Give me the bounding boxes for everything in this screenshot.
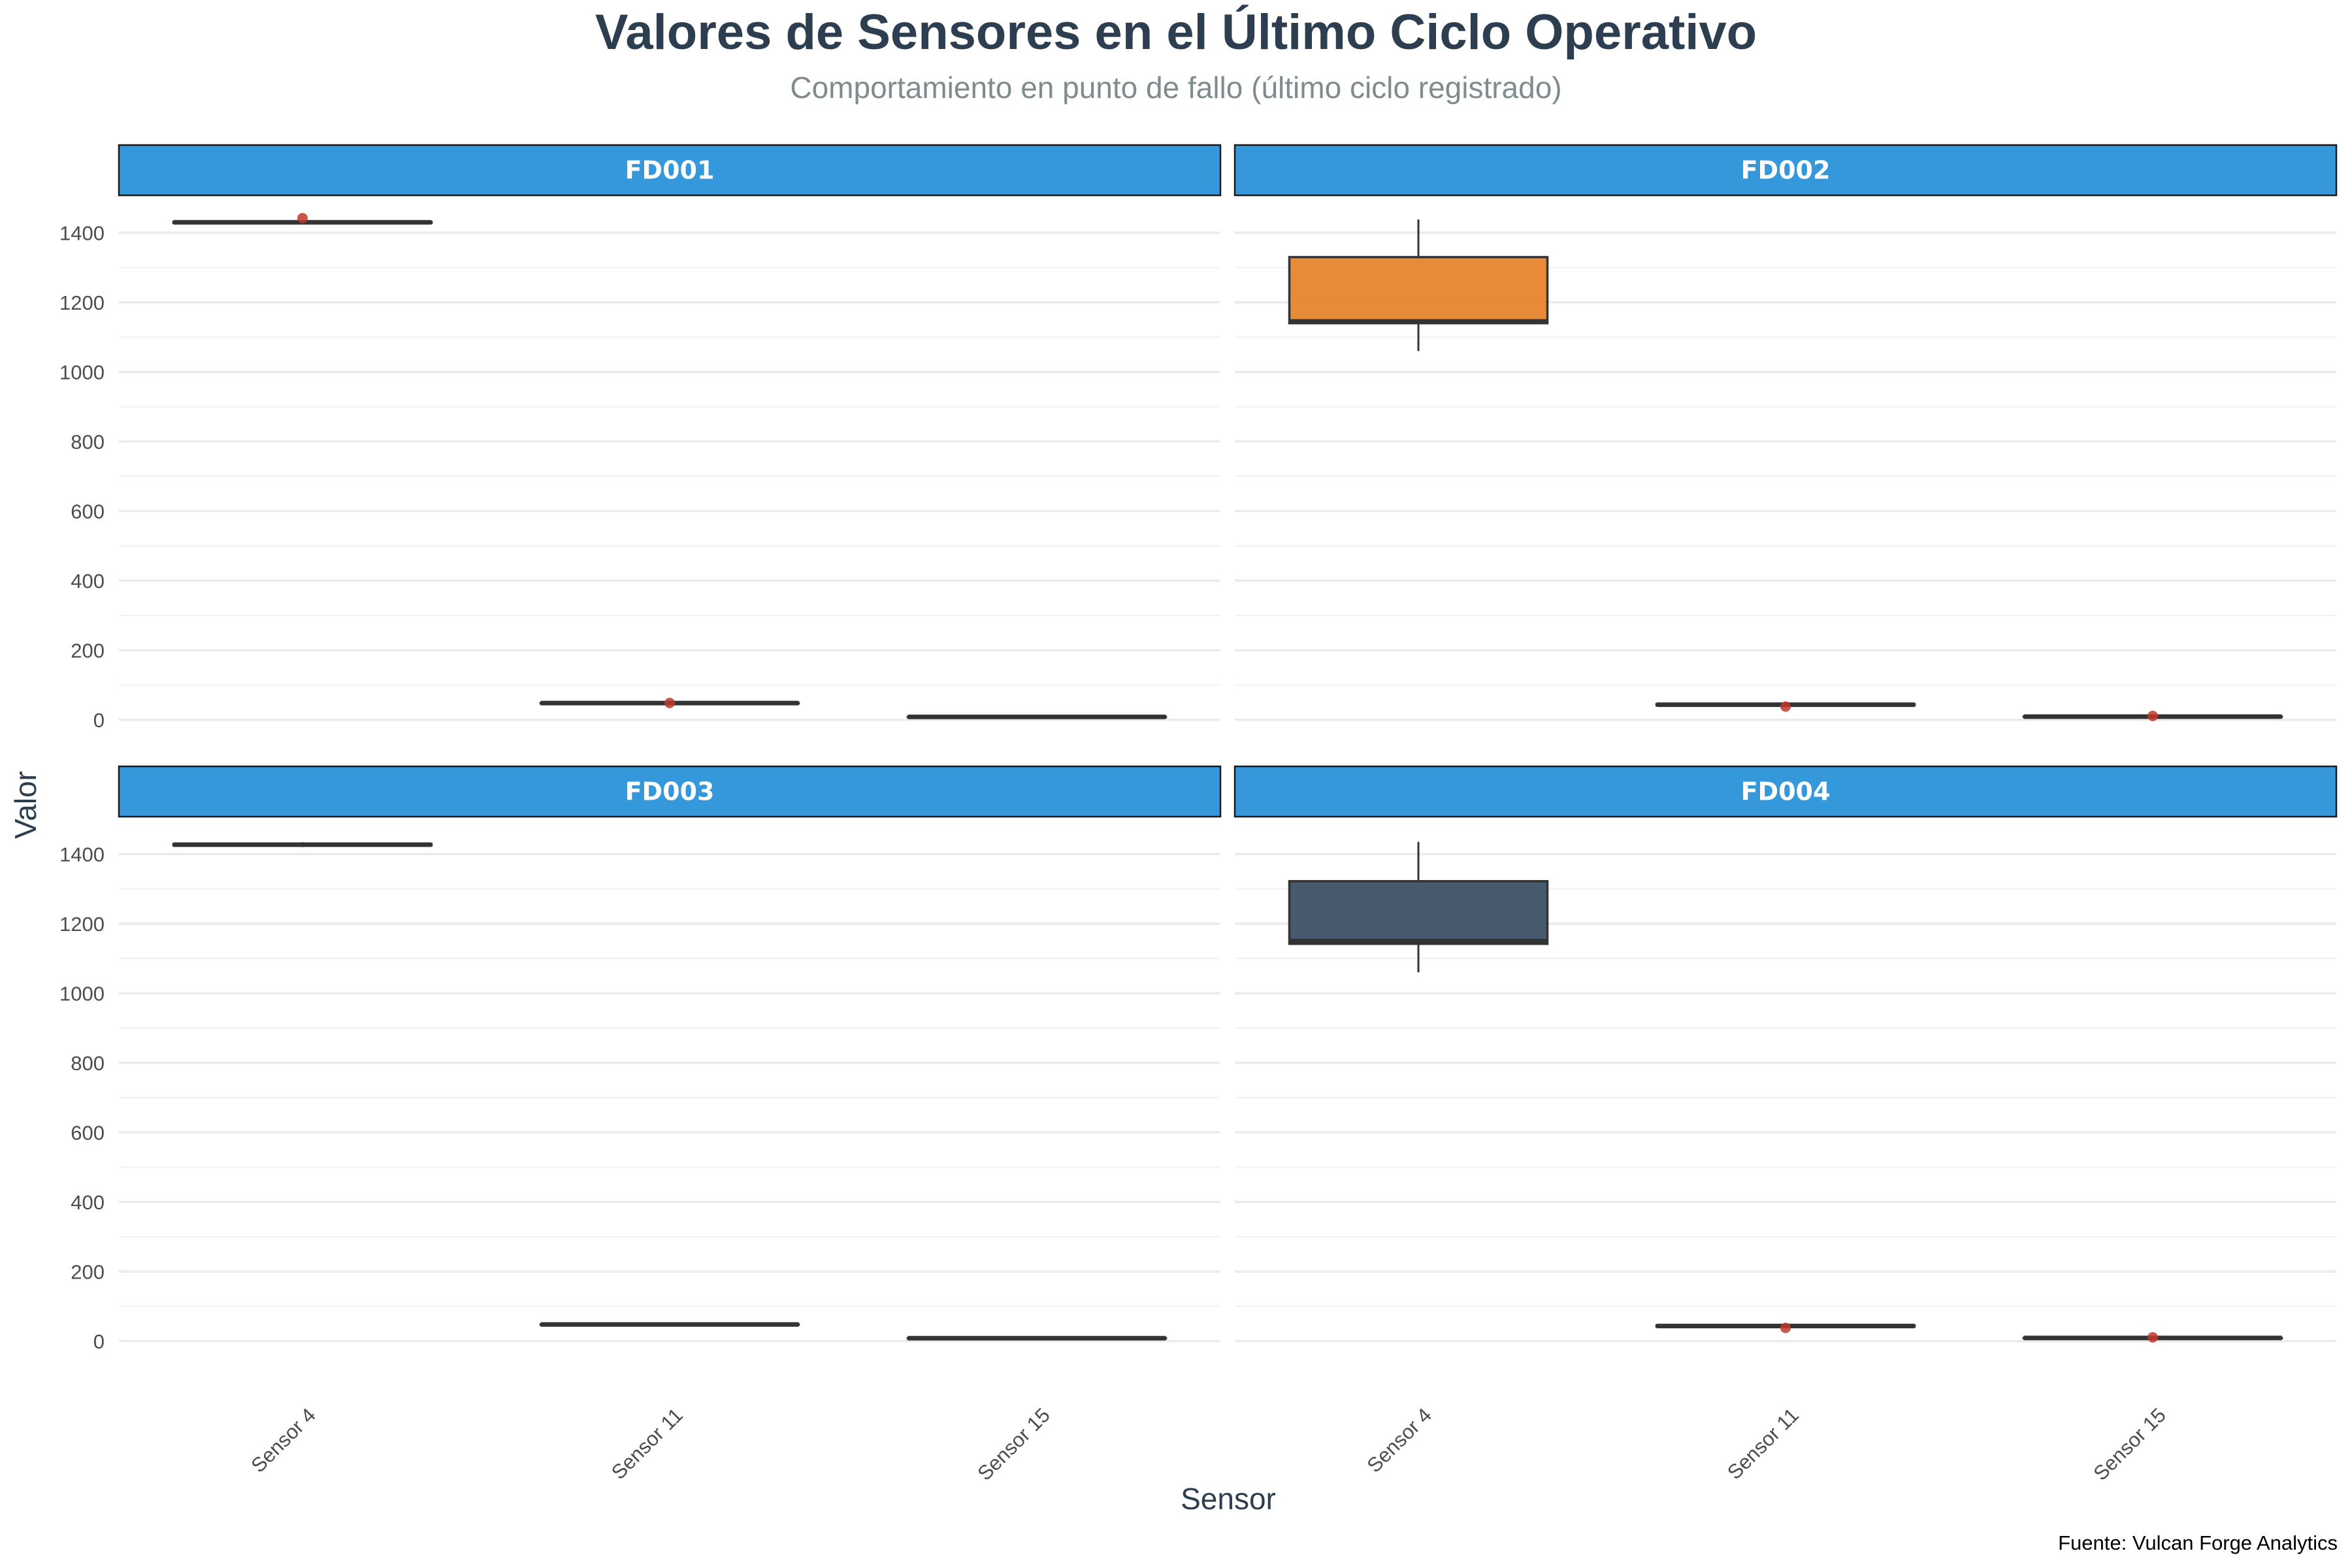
panel-fd002: FD002 xyxy=(1233,144,2338,721)
y-axis-title: Valor xyxy=(8,771,42,839)
y-tick-label: 1400 xyxy=(59,221,105,244)
y-tick-label: 1000 xyxy=(59,982,105,1005)
facet-strip-label: FD004 xyxy=(1741,777,1831,806)
facet-strip xyxy=(118,765,1222,818)
box-sensor-4 xyxy=(1288,841,1549,973)
box-sensor-11 xyxy=(539,698,800,709)
y-tick-label: 400 xyxy=(71,1191,105,1214)
box-sensor-4 xyxy=(1288,220,1549,351)
chart-caption: Fuente: Vulcan Forge Analytics xyxy=(2058,1531,2338,1554)
y-tick-label: 200 xyxy=(71,639,105,662)
facet-strip-label: FD002 xyxy=(1741,156,1831,185)
chart-subtitle: Comportamiento en punto de fallo (último… xyxy=(790,71,1561,105)
box-sensor-4 xyxy=(172,212,433,225)
chart-title: Valores de Sensores en el Último Ciclo O… xyxy=(595,5,1757,60)
outlier-point xyxy=(2148,710,2158,721)
outlier-point xyxy=(1780,1322,1791,1333)
outlier-point xyxy=(297,212,308,223)
box-sensor-11 xyxy=(1655,701,1916,712)
box-sensor-15 xyxy=(2022,1331,2283,1343)
y-tick-label: 200 xyxy=(71,1260,105,1283)
x-axis-title: Sensor xyxy=(1181,1482,1276,1516)
panel-fd001: FD001 0 200 400 600 800 1000 1200 1400 xyxy=(59,144,1222,732)
facet-strip-label: FD001 xyxy=(625,156,715,185)
outlier-point xyxy=(1780,701,1791,712)
box-sensor-11 xyxy=(539,1322,800,1327)
box-sensor-4 xyxy=(172,842,433,847)
facet-strip xyxy=(1233,765,2338,818)
y-tick-label: 1000 xyxy=(59,361,105,384)
facet-strip xyxy=(118,144,1222,197)
y-tick-label: 600 xyxy=(71,1121,105,1144)
outlier-point xyxy=(2148,1331,2158,1343)
y-tick-label: 800 xyxy=(71,431,105,453)
y-tick-label: 0 xyxy=(93,1330,105,1353)
box-sensor-15 xyxy=(2022,710,2283,721)
y-tick-label: 1200 xyxy=(59,291,105,314)
outlier-point xyxy=(664,698,675,709)
y-tick-label: 600 xyxy=(71,500,105,523)
box-iqr xyxy=(1288,255,1549,325)
box-sensor-11 xyxy=(1655,1322,1916,1333)
y-tick-label: 0 xyxy=(93,709,105,732)
y-tick-label: 400 xyxy=(71,570,105,593)
facet-strip xyxy=(1233,144,2338,197)
facet-panels: FD001 0 200 400 600 800 1000 1200 1400 FD002 FD003… xyxy=(59,144,2338,1485)
facet-strip-label: FD003 xyxy=(625,777,715,806)
box-sensor-15 xyxy=(906,1335,1168,1341)
y-tick-label: 800 xyxy=(71,1052,105,1075)
box-iqr xyxy=(1288,880,1549,945)
y-tick-label: 1200 xyxy=(59,913,105,936)
y-tick-label: 1400 xyxy=(59,843,105,866)
